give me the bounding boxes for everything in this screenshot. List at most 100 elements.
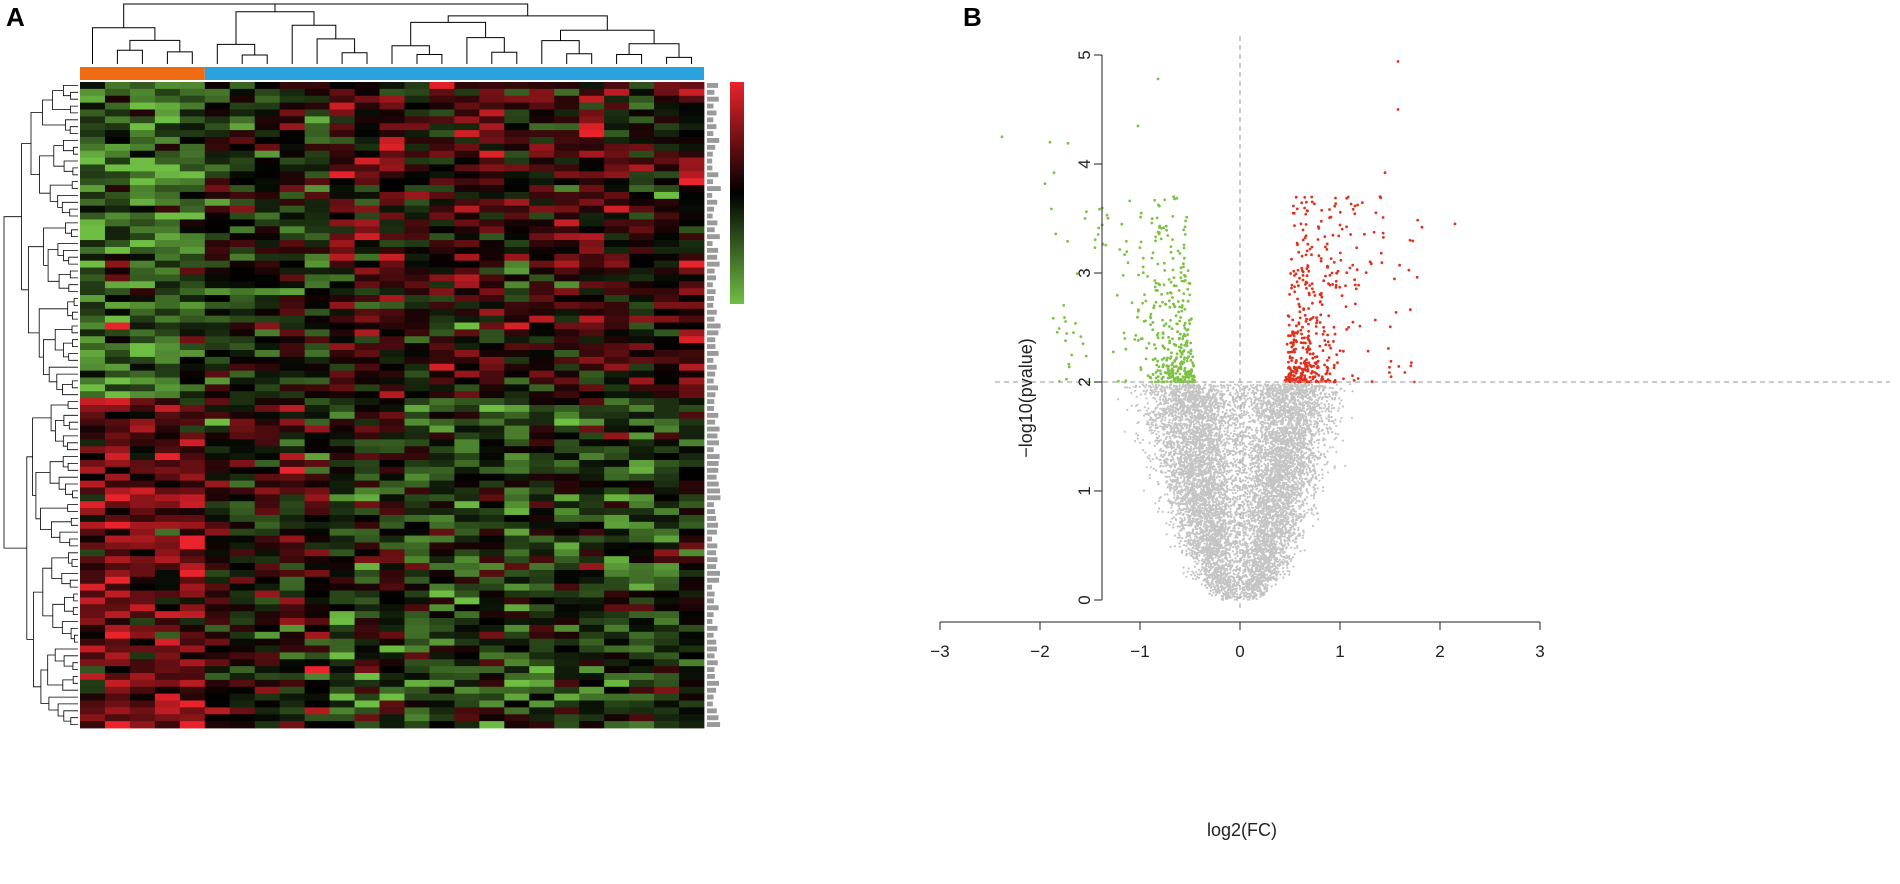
heatmap-cell: [604, 301, 630, 310]
heatmap-cell: [354, 185, 380, 193]
heatmap-cell: [229, 246, 256, 255]
heatmap-cell: [204, 569, 231, 578]
heatmap-cell: [379, 501, 405, 509]
heatmap-cell: [554, 618, 580, 626]
heatmap-cell: [354, 583, 380, 591]
dendrogram-branch: [241, 54, 268, 64]
heatmap-cell: [229, 535, 256, 543]
heatmap-cell: [379, 405, 405, 413]
heatmap-cell: [404, 136, 430, 145]
volcano-point-ns: [1259, 494, 1262, 497]
heatmap-cell: [104, 281, 131, 289]
heatmap-cell: [504, 425, 530, 433]
row-label: [707, 481, 719, 487]
heatmap-cell: [104, 528, 131, 536]
heatmap-cell: [204, 191, 231, 200]
heatmap-cell: [104, 679, 131, 688]
volcano-point-ns: [1178, 545, 1181, 548]
heatmap-cell: [629, 253, 655, 262]
heatmap-cell: [229, 219, 256, 227]
heatmap-cell: [104, 446, 131, 454]
row-label: [707, 261, 720, 267]
heatmap-cell: [80, 205, 106, 213]
heatmap-cell: [479, 707, 505, 715]
heatmap-cell: [454, 604, 480, 612]
heatmap-cell: [329, 604, 355, 612]
heatmap-cell: [354, 638, 380, 646]
heatmap-cell: [629, 363, 655, 372]
heatmap-cell: [104, 700, 131, 708]
heatmap-cell: [679, 597, 705, 605]
heatmap-cell: [479, 432, 505, 440]
heatmap-cell: [454, 398, 480, 406]
heatmap-cell: [604, 411, 630, 420]
heatmap-cell: [454, 542, 480, 550]
heatmap-cell: [529, 631, 555, 640]
heatmap-cell: [579, 549, 605, 557]
heatmap-cell: [229, 638, 256, 646]
heatmap-cell: [329, 652, 355, 660]
heatmap-cell: [104, 425, 131, 433]
heatmap-cell: [279, 185, 306, 193]
volcano-point-ns: [1277, 420, 1280, 423]
heatmap-cell: [679, 116, 705, 124]
heatmap-cell: [229, 315, 256, 323]
heatmap-cell: [329, 466, 355, 475]
heatmap-cell: [329, 611, 355, 619]
heatmap-cell: [504, 343, 530, 351]
heatmap-cell: [354, 171, 380, 179]
dendrogram-branch: [55, 420, 64, 442]
heatmap-cell: [379, 336, 405, 344]
heatmap-cell: [504, 246, 530, 255]
heatmap-cell: [679, 82, 705, 90]
dendrogram-branch: [235, 11, 315, 45]
heatmap-cell: [679, 673, 705, 681]
heatmap-cell: [454, 624, 480, 633]
row-label: [707, 660, 718, 666]
heatmap-cell: [654, 398, 680, 406]
heatmap-cell: [554, 473, 580, 481]
heatmap-cell: [479, 673, 505, 681]
heatmap-cell: [354, 700, 380, 708]
heatmap-cell: [654, 569, 680, 578]
heatmap-cell: [329, 143, 355, 152]
heatmap-cell: [254, 590, 281, 598]
heatmap-cell: [529, 322, 555, 330]
row-label: [707, 392, 716, 398]
heatmap-cell: [579, 295, 605, 303]
heatmap-cell: [604, 281, 630, 289]
dendrogram-branch: [466, 37, 505, 64]
heatmap-cell: [404, 233, 430, 241]
heatmap-cell: [554, 240, 580, 248]
heatmap-cell: [254, 411, 281, 420]
heatmap-cell: [679, 556, 705, 564]
heatmap-cell: [329, 618, 355, 626]
heatmap-cell: [254, 521, 281, 530]
heatmap-cell: [329, 673, 355, 681]
heatmap-cell: [304, 198, 330, 207]
heatmap-cell: [80, 267, 106, 275]
heatmap-cell: [479, 88, 505, 97]
heatmap-cell: [654, 686, 680, 695]
heatmap-cell: [479, 350, 505, 358]
heatmap-cell: [154, 384, 181, 392]
heatmap-cell: [304, 652, 330, 660]
heatmap-cell: [629, 185, 655, 193]
row-label: [707, 412, 719, 418]
heatmap-cell: [504, 274, 530, 282]
heatmap-cell: [679, 487, 705, 495]
heatmap-cell: [679, 494, 705, 502]
heatmap-cell: [354, 425, 380, 433]
heatmap-cell: [679, 473, 705, 481]
heatmap-cell: [479, 666, 505, 674]
heatmap-cell: [629, 198, 655, 207]
heatmap-cell: [554, 102, 580, 110]
heatmap-cell: [80, 693, 106, 701]
heatmap-cell: [229, 88, 256, 97]
heatmap-cell: [80, 301, 106, 310]
heatmap-cell: [454, 535, 480, 543]
heatmap-cell: [604, 508, 630, 516]
heatmap-cell: [80, 405, 106, 413]
heatmap-cell: [529, 673, 555, 681]
volcano-point-ns: [1187, 443, 1190, 446]
